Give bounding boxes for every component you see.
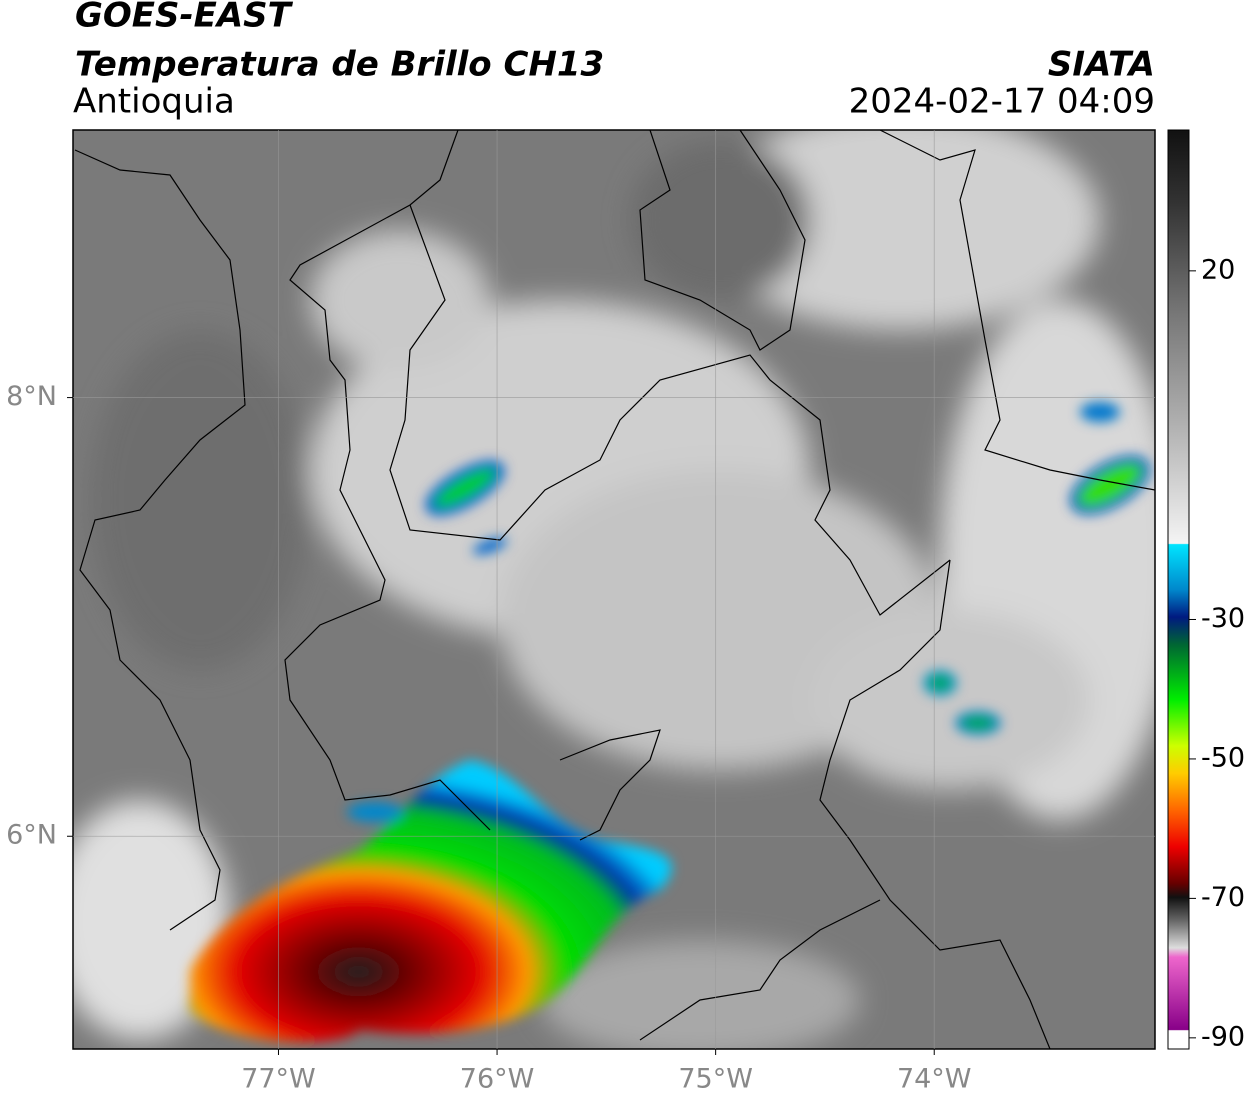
colorbar-tick-label: -90 (1201, 1021, 1245, 1052)
colorbar-tick-label: -50 (1201, 742, 1245, 773)
x-tick-label: 76°W (460, 1064, 535, 1095)
x-tick-label: 77°W (241, 1064, 316, 1095)
title: GOES-EAST (75, 0, 294, 36)
region: Antioquia (73, 82, 235, 122)
source: SIATA (1048, 45, 1155, 85)
satellite-image (73, 130, 1155, 1049)
colorbar (1167, 129, 1190, 1050)
subtitle: Temperatura de Brillo CH13 (75, 45, 604, 85)
y-tick-label: 8°N (6, 381, 57, 412)
x-tick-label: 75°W (678, 1064, 753, 1095)
boundaries (74, 130, 1155, 1049)
map-frame (72, 129, 1156, 1050)
x-tick-label: 74°W (897, 1064, 972, 1095)
colorbar-tick-label: -70 (1201, 882, 1245, 913)
datetime: 2024-02-17 04:09 (849, 82, 1155, 122)
colorbar-tick-label: 20 (1201, 254, 1235, 285)
y-tick-label: 6°N (6, 820, 57, 851)
colorbar-tick-label: -30 (1201, 603, 1245, 634)
